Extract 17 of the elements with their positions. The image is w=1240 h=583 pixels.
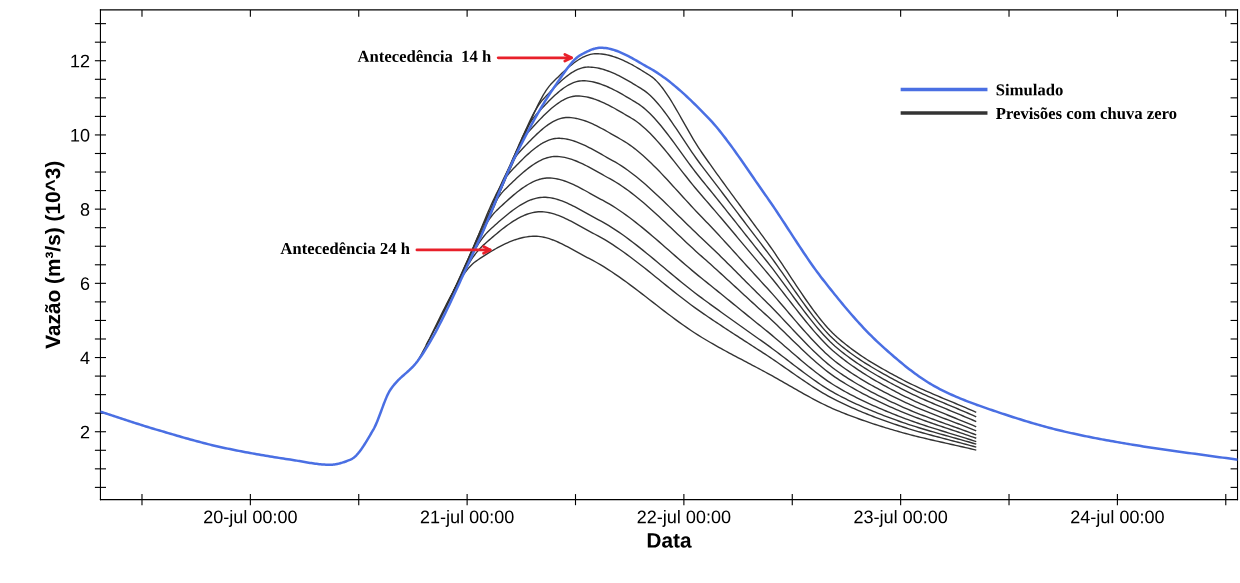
x-tick-label: 24-jul 00:00 — [1071, 510, 1164, 527]
y-tick-label: 10 — [71, 128, 90, 142]
y-tick-label: 2 — [80, 425, 90, 439]
x-tick-label: 20-jul 00:00 — [204, 510, 297, 527]
x-tick-label: 22-jul 00:00 — [637, 510, 731, 527]
y-axis-title: Vazão (m³/s) (10^3) — [44, 161, 65, 349]
legend-label: Previsões com chuva zero — [996, 107, 1177, 120]
legend-label: Simulado — [996, 83, 1063, 96]
y-tick-label: 4 — [80, 351, 90, 365]
y-tick-label: 12 — [71, 54, 90, 68]
y-tick-label: 6 — [80, 277, 90, 291]
x-tick-label: 21-jul 00:00 — [420, 510, 514, 527]
y-tick-label: 8 — [80, 203, 90, 216]
annotation: Antecedência 14 h — [357, 50, 492, 62]
annotation: Antecedência 24 h — [280, 242, 410, 255]
x-tick-label: 23-jul 00:00 — [854, 510, 948, 527]
x-axis-title: Data — [647, 533, 692, 548]
